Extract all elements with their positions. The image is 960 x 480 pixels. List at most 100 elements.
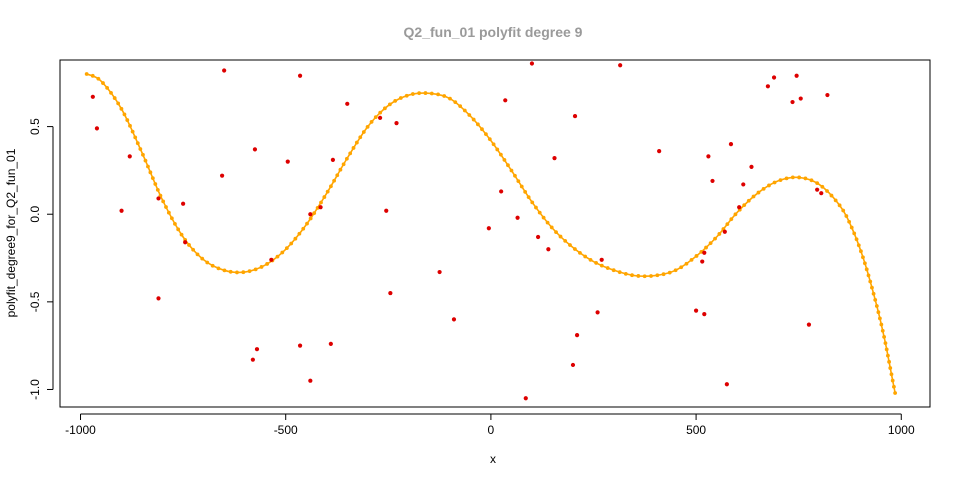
fit-marker: [393, 99, 398, 103]
fit-marker: [119, 106, 124, 111]
fit-marker: [642, 274, 647, 279]
fit-marker: [815, 181, 820, 186]
data-point: [819, 191, 824, 196]
data-point: [737, 205, 742, 210]
fit-line: [86, 73, 896, 394]
fit-marker: [354, 140, 359, 145]
data-point: [806, 322, 812, 327]
data-point: [546, 247, 551, 252]
fit-marker: [284, 246, 289, 251]
fit-marker: [417, 91, 422, 96]
y-axis-label: polyfit_degree9_for_Q2_fun_01: [4, 148, 18, 317]
fit-marker: [883, 341, 888, 346]
fit-marker: [191, 247, 196, 252]
fit-marker: [516, 179, 521, 184]
fit-marker: [150, 176, 155, 181]
fit-marker: [301, 226, 306, 231]
fit-marker: [112, 96, 117, 100]
data-point: [285, 159, 290, 164]
data-point: [722, 229, 727, 234]
fit-marker: [480, 127, 484, 132]
fit-marker: [873, 298, 878, 302]
data-point: [384, 208, 389, 213]
fit-marker: [155, 187, 160, 192]
fit-marker: [148, 170, 153, 175]
fit-marker: [880, 328, 885, 333]
fit-marker: [859, 249, 863, 254]
fit-marker: [733, 212, 738, 217]
fit-marker: [325, 189, 330, 194]
fit-marker: [854, 237, 859, 242]
data-point: [269, 257, 274, 262]
fit-marker: [125, 118, 130, 122]
data-point: [156, 196, 161, 201]
fit-marker: [166, 210, 171, 215]
plot-frame: [59, 59, 931, 408]
data-point: [728, 142, 734, 147]
fit-marker: [361, 130, 366, 134]
fit-marker: [241, 270, 246, 275]
fit-marker: [837, 203, 842, 208]
fit-marker: [888, 366, 893, 370]
fit-marker: [729, 217, 734, 222]
fit-marker: [101, 81, 105, 85]
data-point: [724, 382, 729, 387]
fit-marker: [558, 234, 563, 239]
fit-marker: [563, 238, 568, 243]
fit-marker: [398, 96, 403, 100]
fit-marker: [487, 137, 492, 142]
data-point: [529, 61, 535, 66]
fit-marker: [90, 73, 95, 78]
fit-marker: [876, 310, 881, 315]
scatter-series: [90, 61, 830, 401]
fit-marker: [173, 221, 177, 226]
fit-marker: [874, 304, 879, 308]
fit-marker: [864, 267, 869, 272]
fit-marker: [338, 167, 343, 172]
data-point: [499, 189, 504, 194]
fit-marker: [453, 100, 458, 105]
fit-marker: [130, 129, 135, 134]
fit-marker: [158, 193, 163, 198]
data-point: [595, 310, 600, 315]
data-point: [700, 259, 705, 264]
data-point: [657, 149, 662, 154]
fit-marker: [847, 219, 852, 224]
fit-marker: [809, 178, 814, 183]
data-point: [328, 341, 333, 347]
fit-marker: [253, 267, 258, 272]
data-point: [741, 182, 746, 187]
data-point: [330, 157, 336, 162]
fit-marker: [351, 146, 356, 150]
data-point: [710, 178, 715, 184]
fit-marker: [265, 262, 269, 266]
fit-marker: [852, 231, 857, 236]
data-point: [702, 312, 707, 317]
fit-marker: [498, 152, 503, 157]
data-point: [798, 96, 803, 101]
fit-marker: [519, 184, 524, 189]
fit-marker: [358, 135, 363, 140]
fit-marker: [772, 180, 777, 185]
data-point: [570, 362, 576, 368]
fit-marker: [335, 173, 340, 178]
data-point: [765, 84, 771, 89]
fit-marker: [568, 243, 572, 247]
fit-marker: [329, 184, 333, 189]
data-point: [94, 126, 100, 131]
fit-marker: [429, 91, 434, 96]
fit-marker: [784, 176, 789, 181]
data-point: [572, 113, 578, 119]
fit-marker: [195, 252, 200, 257]
fit-marker: [868, 279, 873, 284]
fit-marker: [502, 158, 507, 162]
fit-marker: [509, 168, 514, 173]
fit-marker: [713, 236, 717, 241]
data-point: [815, 187, 820, 192]
fit-marker: [462, 108, 467, 113]
data-point: [702, 250, 707, 255]
data-point: [297, 73, 303, 78]
fit-marker: [679, 265, 684, 270]
data-point: [437, 269, 442, 275]
